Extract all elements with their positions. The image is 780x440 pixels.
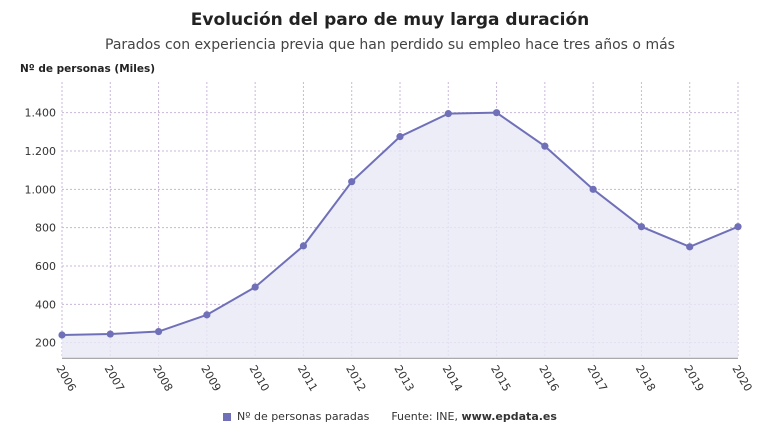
data-point [154,327,163,336]
data-point [444,110,452,118]
series-area [62,112,738,359]
y-tick-label: 1.400 [25,107,57,120]
x-tick-label: 2013 [391,363,416,394]
data-point [396,133,404,141]
source-note: Fuente: INE, www.epdata.es [391,410,557,423]
legend: Nº de personas paradas Fuente: INE, www.… [0,410,780,423]
x-tick-label: 2010 [247,363,272,394]
data-point [589,185,597,193]
data-point [106,330,114,338]
x-tick-label: 2007 [102,363,127,394]
x-tick-label: 2018 [633,363,658,394]
x-tick-label: 2016 [536,363,561,394]
point-layer [58,109,742,339]
data-point [686,243,694,251]
source-prefix: Fuente: INE, [391,410,462,423]
data-point [492,109,501,117]
data-point [637,223,646,231]
chart-title: Evolución del paro de muy larga duración [190,10,590,30]
y-axis-label: Nº de personas (Miles) [20,63,156,75]
y-tick-label: 800 [35,222,56,235]
data-point [541,142,549,150]
y-tick-label: 400 [35,298,56,311]
chart-subtitle: Parados con experiencia previa que han p… [105,37,675,53]
x-tick-label: 2019 [681,363,706,394]
y-tick-label: 1.200 [25,145,57,158]
x-tick-label: 2011 [295,363,320,394]
data-point [734,223,742,231]
data-point [251,283,259,291]
x-tick-labels: 2006 2007 2008 2009 2010 2011 2012 2013 2014 2015… [53,363,754,394]
y-tick-label: 200 [35,337,56,350]
y-tick-labels: 200 400 600 800 1.000 1.200 1.400 [25,107,57,350]
legend-item: Nº de personas paradas [223,410,369,423]
y-tick-label: 600 [35,260,56,273]
x-tick-label: 2012 [343,363,368,394]
data-point [348,178,356,186]
legend-label: Nº de personas paradas [237,410,370,423]
area-layer [62,112,738,359]
legend-swatch [223,412,232,421]
data-point [299,242,308,250]
x-tick-label: 2020 [729,363,754,394]
x-tick-label: 2017 [585,363,610,394]
x-tick-label: 2009 [198,363,223,394]
data-point [203,311,211,319]
data-point [58,331,66,339]
x-tick-label: 2008 [150,363,175,394]
y-tick-label: 1.000 [25,183,57,196]
x-tick-label: 2006 [53,363,78,394]
source-site: www.epdata.es [461,410,557,423]
x-tick-label: 2014 [440,363,465,394]
x-tick-label: 2015 [488,363,513,394]
